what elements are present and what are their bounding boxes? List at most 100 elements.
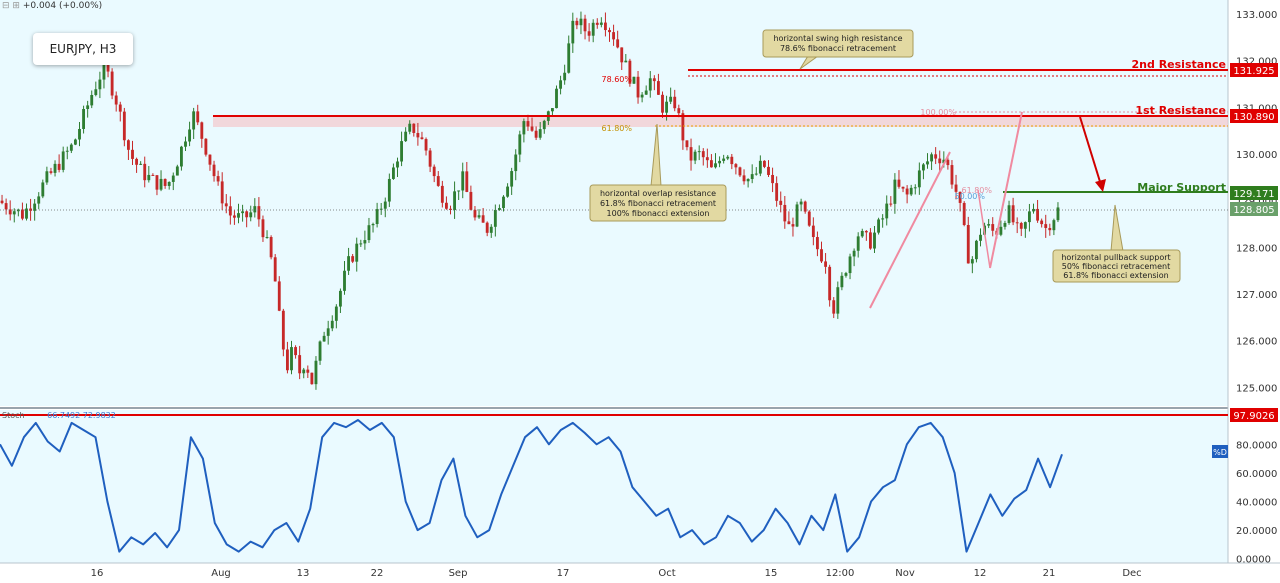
symbol-label[interactable]: EURJPY, H3 — [33, 33, 133, 65]
candle — [840, 272, 844, 291]
major-support[interactable]: Major Support — [1003, 181, 1228, 194]
candle — [241, 204, 245, 222]
resistance-zone — [213, 115, 1228, 127]
stoch-pane-bg — [0, 410, 1228, 563]
candle — [78, 121, 81, 147]
candle — [864, 230, 868, 241]
candle — [355, 237, 359, 272]
projection-arrow — [1079, 116, 1106, 192]
candle — [281, 308, 285, 357]
candle — [322, 331, 326, 342]
tag-resistance-1: 130.890 — [1230, 109, 1278, 123]
candle — [921, 163, 925, 180]
candle — [934, 147, 938, 165]
candle — [465, 161, 469, 193]
candle — [555, 85, 558, 109]
candle — [351, 253, 355, 264]
candle — [359, 239, 363, 247]
candle — [897, 170, 901, 189]
candle — [167, 181, 171, 190]
time-tick-11: 21 — [1043, 568, 1056, 579]
candle — [396, 157, 399, 177]
candle — [836, 281, 840, 319]
candle — [41, 179, 45, 199]
price-tick-8: 133.000 — [1236, 10, 1277, 21]
candle — [579, 11, 583, 35]
annotation-swing-high[interactable]: horizontal swing high resistance 78.6% f… — [762, 29, 914, 70]
candle — [45, 166, 49, 185]
resistance-2[interactable]: 2nd Resistance — [688, 58, 1228, 77]
candle — [979, 228, 982, 247]
candle — [628, 58, 632, 87]
candle — [200, 121, 204, 148]
candle — [334, 304, 338, 329]
candle — [249, 205, 253, 222]
candle — [175, 164, 179, 176]
candle — [510, 167, 514, 195]
candle — [1015, 217, 1019, 234]
candle — [375, 202, 379, 228]
candle — [8, 200, 12, 221]
candle — [424, 137, 428, 156]
candle — [966, 216, 970, 264]
candle — [379, 203, 383, 215]
candle — [489, 224, 493, 238]
candle — [196, 104, 200, 126]
fib-label-100: 100.00% — [920, 108, 956, 117]
candle — [542, 119, 546, 134]
candle — [383, 197, 387, 218]
annotation-overlap[interactable]: horizontal overlap resistance 61.8% fibo… — [589, 123, 727, 222]
resistance-1[interactable]: 1st Resistance — [213, 104, 1228, 127]
candle — [652, 75, 656, 91]
candle — [811, 217, 815, 246]
header-icons[interactable]: ⊟ ⊞ — [2, 1, 23, 11]
candle — [232, 210, 236, 225]
candle — [65, 146, 69, 160]
candle — [1040, 218, 1044, 228]
tag-resistance-1-text: 130.890 — [1233, 112, 1274, 123]
annotation-swing-high-line1: horizontal swing high resistance — [773, 34, 902, 43]
candle — [330, 315, 334, 332]
candle — [685, 140, 689, 151]
candle — [860, 228, 864, 238]
time-tick-8: 12:00 — [826, 568, 855, 579]
candle — [526, 114, 530, 131]
candle — [795, 201, 799, 228]
candle — [49, 167, 53, 175]
candle — [881, 214, 885, 228]
annotation-pullback[interactable]: horizontal pullback support 50% fibonacc… — [1052, 204, 1181, 283]
candle — [1023, 221, 1027, 238]
candle — [530, 117, 534, 132]
candle — [228, 196, 232, 225]
tag-last-price: 128.805 — [1230, 202, 1278, 216]
candle — [497, 204, 501, 211]
candle — [86, 100, 90, 118]
candle — [559, 75, 563, 95]
candle — [184, 136, 187, 151]
candle — [608, 27, 611, 42]
stoch-legend[interactable]: Stoch 66.7492 72.9832 — [2, 411, 116, 420]
candle — [371, 222, 375, 233]
candle — [612, 24, 616, 46]
candle — [926, 153, 929, 169]
header-change: ⊟ ⊞ +0.004 (+0.00%) — [2, 1, 102, 11]
annotation-overlap-line1: horizontal overlap resistance — [600, 189, 716, 198]
candle — [298, 345, 302, 380]
candle — [163, 178, 167, 189]
candle — [285, 341, 289, 374]
candle — [1019, 221, 1023, 237]
candle — [636, 70, 640, 104]
candle — [722, 154, 726, 164]
candle — [412, 123, 416, 137]
candle — [595, 18, 599, 29]
resistance-2-text: 2nd Resistance — [1132, 58, 1226, 71]
candle — [326, 320, 330, 345]
candle — [950, 160, 954, 189]
candle — [758, 155, 762, 177]
candle — [893, 173, 897, 214]
time-tick-4: Sep — [449, 568, 468, 579]
candle — [1032, 203, 1035, 214]
candle — [591, 19, 595, 43]
price-tick-0: 125.000 — [1236, 383, 1277, 394]
